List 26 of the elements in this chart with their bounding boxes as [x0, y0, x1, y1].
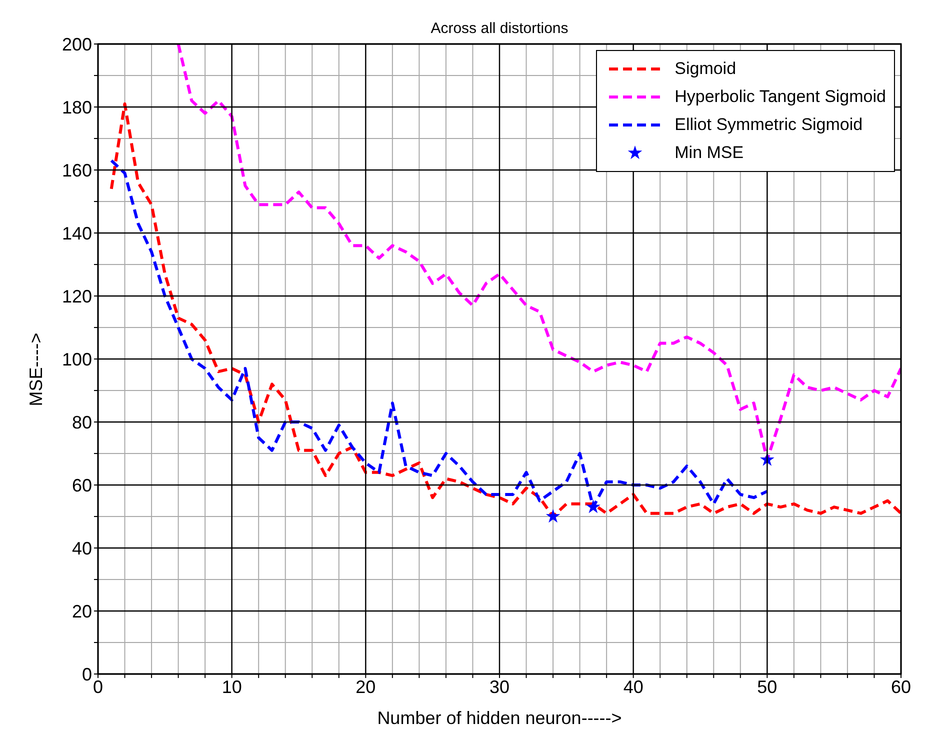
y-tick-label: 80	[72, 412, 92, 432]
legend-label: Min MSE	[674, 143, 744, 163]
x-tick-label: 60	[890, 676, 912, 697]
x-tick-label: 30	[489, 676, 510, 697]
y-tick-label: 20	[72, 601, 92, 622]
y-axis-title: MSE---->	[26, 332, 47, 406]
point	[586, 500, 600, 514]
x-axis-title: Number of hidden neuron----->	[376, 708, 623, 729]
x-tick-label: 20	[356, 676, 376, 697]
y-tick-label: 180	[62, 97, 92, 118]
y-tick-label: 160	[62, 160, 92, 180]
y-tick-label: 60	[72, 475, 92, 496]
y-tick-label: 100	[62, 349, 92, 370]
point	[546, 508, 560, 523]
legend-label: Elliot Symmetric Sigmoid	[674, 115, 863, 135]
legend-label: Hyperbolic Tangent Sigmoid	[674, 87, 886, 107]
y-tick-label: 40	[72, 538, 92, 558]
y-tick-label: 140	[62, 223, 92, 244]
legend-label: Sigmoid	[674, 59, 736, 79]
x-tick-label: 10	[222, 676, 242, 697]
y-tick-label: 0	[82, 664, 92, 684]
x-tick-label: 50	[757, 676, 778, 697]
y-tick-label: 120	[62, 286, 92, 306]
y-tick-label: 200	[62, 34, 92, 54]
chart-title: Across all distortions	[430, 20, 570, 37]
x-tick-label: 40	[623, 676, 644, 697]
